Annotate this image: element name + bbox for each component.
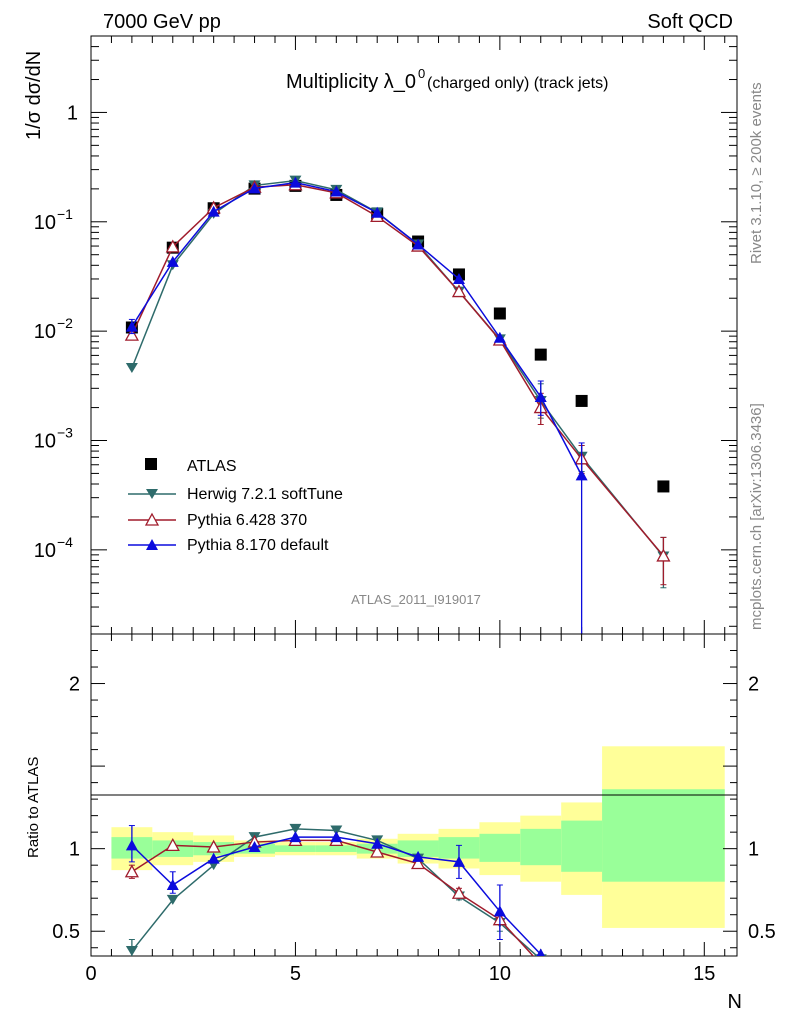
main-ytick-exponent: −3 — [57, 424, 73, 440]
ratio-panel: Ratio to ATLAS N 0 5 10 15 0.5 0.5 1 1 2 2 — [25, 633, 776, 1013]
uncertainty-band-inner — [479, 833, 521, 862]
x-tick-label: 15 — [693, 963, 715, 985]
ratio-data-point — [451, 885, 467, 899]
ratio-ytick-label-left: 0.5 — [52, 921, 80, 943]
main-ytick-label: 10 — [34, 430, 56, 452]
data-point — [125, 363, 138, 374]
rivet-label: Rivet 3.1.10, ≥ 200k events — [748, 82, 765, 264]
header-left: 7000 GeV pp — [103, 11, 221, 33]
data-point — [656, 548, 671, 562]
ratio-data-point — [412, 850, 425, 862]
main-ytick-exponent: −2 — [57, 315, 73, 331]
x-tick-label: 10 — [489, 963, 511, 985]
ratio-data-point — [536, 948, 545, 956]
ratio-data-point — [452, 855, 465, 867]
series-pythia-8-170-default — [125, 176, 588, 634]
ratio-data-point — [330, 825, 343, 836]
ratio-data-point — [166, 894, 179, 905]
ratio-ytick-label-right: 1 — [748, 839, 759, 861]
ratio-data-point — [493, 905, 506, 917]
ratio-data-point — [289, 823, 302, 834]
main-ylabel: 1/σ dσ/dN — [23, 51, 45, 140]
ratio-series-pythia-8-170-default — [125, 825, 545, 956]
uncertainty-band-inner — [397, 840, 439, 857]
legend-py8: Pythia 8.170 default — [187, 537, 329, 554]
ratio-ytick-label-left: 1 — [69, 839, 80, 861]
legend-atlas-marker — [145, 458, 157, 470]
ratio-data-point — [248, 841, 261, 853]
x-tick-label: 0 — [85, 963, 96, 985]
main-ytick-exponent: −1 — [57, 206, 73, 222]
ratio-data-point — [207, 852, 220, 864]
legend: ATLAS Herwig 7.2.1 softTune Pythia 6.428… — [128, 458, 343, 554]
main-ytick-label: 10 — [34, 321, 56, 343]
series-line — [131, 181, 583, 476]
data-point — [124, 327, 139, 341]
ratio-data-point — [410, 856, 426, 870]
legend-py8-marker — [146, 539, 158, 550]
ratio-ylabel: Ratio to ATLAS — [25, 757, 42, 858]
main-ytick-label: 10 — [34, 540, 56, 562]
series-atlas — [125, 179, 670, 493]
data-point — [575, 469, 588, 481]
data-point — [534, 348, 547, 361]
ratio-data-point — [206, 839, 221, 853]
data-point — [248, 182, 261, 194]
uncertainty-band-inner — [315, 845, 357, 852]
data-point — [493, 331, 506, 343]
main-ytick-label: 1 — [67, 102, 78, 124]
data-point — [451, 284, 467, 298]
data-point — [125, 320, 138, 332]
x-axis-label: N — [728, 991, 742, 1013]
main-title: Multiplicity λ_0 — [286, 71, 416, 93]
data-point — [207, 205, 220, 217]
ratio-data-point — [125, 839, 138, 851]
main-ytick-label: 10 — [34, 212, 56, 234]
ratio-data-point — [165, 838, 180, 852]
header-right: Soft QCD — [647, 11, 733, 33]
ratio-data-point — [289, 831, 302, 843]
legend-herwig-marker — [146, 489, 158, 499]
main-panel: Multiplicity λ_0 0 (charged only) (track… — [23, 35, 738, 635]
data-point — [165, 239, 180, 253]
uncertainty-band-inner — [602, 789, 725, 882]
data-point — [330, 185, 343, 197]
legend-py6: Pythia 6.428 370 — [187, 512, 307, 529]
legend-herwig: Herwig 7.2.1 softTune — [187, 486, 343, 503]
legend-atlas: ATLAS — [187, 458, 237, 475]
data-point — [289, 176, 302, 188]
ratio-ytick-label-right: 2 — [748, 674, 759, 696]
data-point — [452, 272, 465, 284]
ratio-data-point — [125, 946, 138, 956]
data-point — [575, 394, 588, 407]
data-point — [657, 480, 670, 493]
ratio-data-point — [370, 844, 385, 858]
legend-py6-marker — [144, 512, 160, 526]
data-point — [534, 390, 547, 402]
data-point — [371, 206, 384, 218]
main-title-small: (charged only) (track jets) — [427, 75, 608, 92]
ratio-ytick-label-left: 2 — [69, 674, 80, 696]
uncertainty-band-inner — [561, 820, 603, 872]
ratio-data-point — [371, 837, 384, 849]
ratio-data-point — [124, 864, 139, 878]
ratio-data-point — [535, 958, 547, 969]
data-point — [166, 255, 179, 267]
x-tick-label: 5 — [290, 963, 301, 985]
ratio-ytick-label-right: 0.5 — [748, 921, 776, 943]
data-point — [412, 238, 425, 250]
ratio-data-point — [330, 831, 343, 843]
uncertainty-band-inner — [520, 828, 562, 866]
watermark: ATLAS_2011_I919017 — [351, 592, 481, 607]
main-ytick-exponent: −4 — [57, 534, 73, 550]
mcplots-label: mcplots.cern.ch [arXiv:1306.3436] — [748, 403, 765, 630]
uncertainty-band-inner — [274, 845, 316, 852]
data-point — [493, 307, 506, 320]
ratio-data-point — [166, 878, 179, 890]
main-title-sup: 0 — [418, 66, 425, 81]
